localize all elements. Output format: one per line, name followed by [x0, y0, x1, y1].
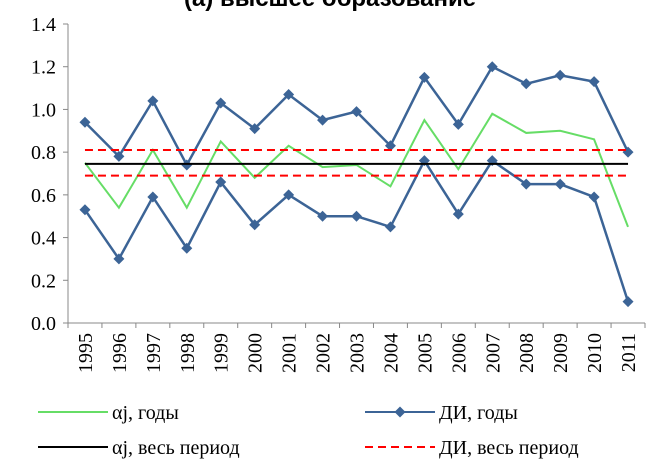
legend-label: ДИ, годы [439, 402, 518, 424]
y-tick-label: 0.8 [31, 142, 56, 164]
marker [588, 191, 600, 203]
marker [418, 71, 430, 83]
x-tick-label: 2007 [482, 333, 504, 373]
marker [384, 221, 396, 233]
marker [113, 253, 125, 265]
marker [317, 114, 329, 126]
chart-title: (а) высшее образование [184, 0, 476, 12]
x-tick-label: 2006 [448, 333, 470, 373]
y-tick-label: 0.4 [31, 228, 56, 250]
marker [554, 178, 566, 190]
marker [351, 210, 362, 222]
marker [79, 204, 91, 216]
marker [249, 123, 261, 135]
legend-label: ДИ, весь период [439, 437, 579, 459]
marker [384, 140, 396, 152]
marker [622, 296, 634, 308]
x-tick-label: 1999 [211, 333, 233, 373]
y-tick-label: 0.6 [31, 185, 56, 207]
x-tick-label: 2005 [414, 333, 436, 373]
x-tick-label: 2002 [313, 333, 335, 373]
marker [554, 69, 566, 81]
x-tick-label: 2009 [550, 333, 572, 373]
marker [147, 95, 159, 107]
y-tick-label: 1.4 [31, 14, 56, 36]
marker [147, 191, 159, 203]
y-tick-label: 1.0 [31, 99, 56, 121]
marker [452, 208, 464, 220]
marker [215, 176, 227, 188]
x-tick-label: 2003 [347, 333, 369, 373]
marker [588, 76, 600, 88]
y-tick-label: 0.0 [31, 313, 56, 335]
marker [181, 159, 193, 171]
x-tick-label: 2004 [380, 333, 402, 373]
marker [79, 116, 91, 128]
y-tick-label: 1.2 [31, 57, 56, 79]
legend-label: αj, годы [112, 402, 179, 424]
y-tick-label: 0.2 [31, 270, 56, 292]
legend-label: αj, весь период [112, 437, 240, 459]
marker [486, 61, 498, 73]
line [84, 112, 629, 228]
x-tick-label: 2011 [618, 333, 640, 372]
x-tick-label: 1996 [109, 333, 131, 373]
marker [317, 210, 329, 222]
marker [520, 78, 532, 90]
marker [215, 97, 227, 109]
marker [283, 189, 295, 201]
marker [283, 88, 295, 100]
marker [181, 242, 193, 254]
marker [351, 106, 362, 118]
marker [520, 178, 532, 190]
x-tick-label: 2000 [245, 333, 267, 373]
legend-marker [394, 406, 406, 418]
x-tick-label: 2001 [279, 333, 301, 373]
x-tick-label: 2010 [584, 333, 606, 373]
x-tick-label: 1995 [75, 333, 97, 373]
marker [113, 150, 125, 162]
x-tick-label: 2008 [516, 333, 538, 373]
x-tick-label: 1998 [177, 333, 199, 373]
marker [249, 219, 261, 231]
x-tick-label: 1997 [143, 333, 165, 373]
line [83, 158, 630, 303]
marker [622, 146, 634, 158]
marker [452, 118, 464, 130]
